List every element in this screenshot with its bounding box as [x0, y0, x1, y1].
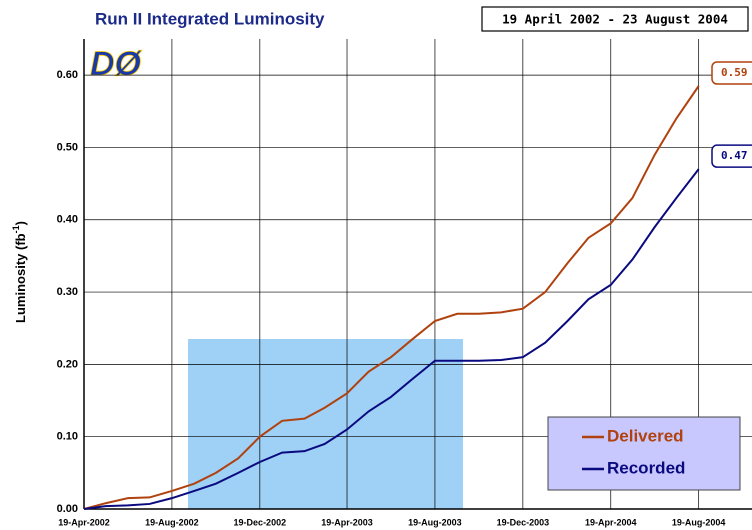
logo: DØ [90, 45, 143, 83]
y-tick-label: 0.40 [57, 214, 78, 226]
x-tick-label: 19-Dec-2002 [234, 517, 287, 527]
end-label: 0.59 [721, 66, 748, 79]
y-axis-label-end: ) [13, 221, 28, 225]
x-tick-label: 19-Apr-2003 [321, 517, 373, 527]
x-tick-label: 19-Apr-2004 [585, 517, 637, 527]
date-box [481, 6, 749, 32]
y-axis-label-main: Luminosity (fb [13, 233, 28, 323]
series-line [83, 85, 700, 510]
date-range: 19 April 2002 - 23 August 2004 [502, 12, 728, 27]
end-label: 0.47 [721, 149, 748, 162]
end-label-box [711, 144, 752, 168]
x-tick-label: 19-Aug-2002 [145, 517, 199, 527]
y-tick-label: 0.50 [57, 141, 78, 153]
x-tick-label: 19-Apr-2002 [58, 517, 110, 527]
y-tick-label: 0.00 [57, 503, 78, 515]
legend-box [547, 416, 741, 491]
x-tick-label: 19-Aug-2004 [672, 517, 726, 527]
y-axis-label-sup: -1 [11, 225, 21, 233]
series-line [83, 168, 700, 510]
y-axis-label: Luminosity (fb-1) [11, 221, 28, 323]
y-tick-label: 0.10 [57, 431, 78, 443]
y-tick-label: 0.20 [57, 358, 78, 370]
legend-label: Recorded [607, 458, 685, 477]
y-tick-label: 0.60 [57, 69, 78, 81]
legend-label: Delivered [607, 426, 684, 445]
highlight-region [188, 339, 463, 509]
end-label-box [711, 61, 752, 85]
x-tick-label: 19-Aug-2003 [408, 517, 462, 527]
x-tick-label: 19-Dec-2003 [497, 517, 550, 527]
y-tick-label: 0.30 [57, 286, 78, 298]
chart-title: Run II Integrated Luminosity [95, 9, 325, 28]
